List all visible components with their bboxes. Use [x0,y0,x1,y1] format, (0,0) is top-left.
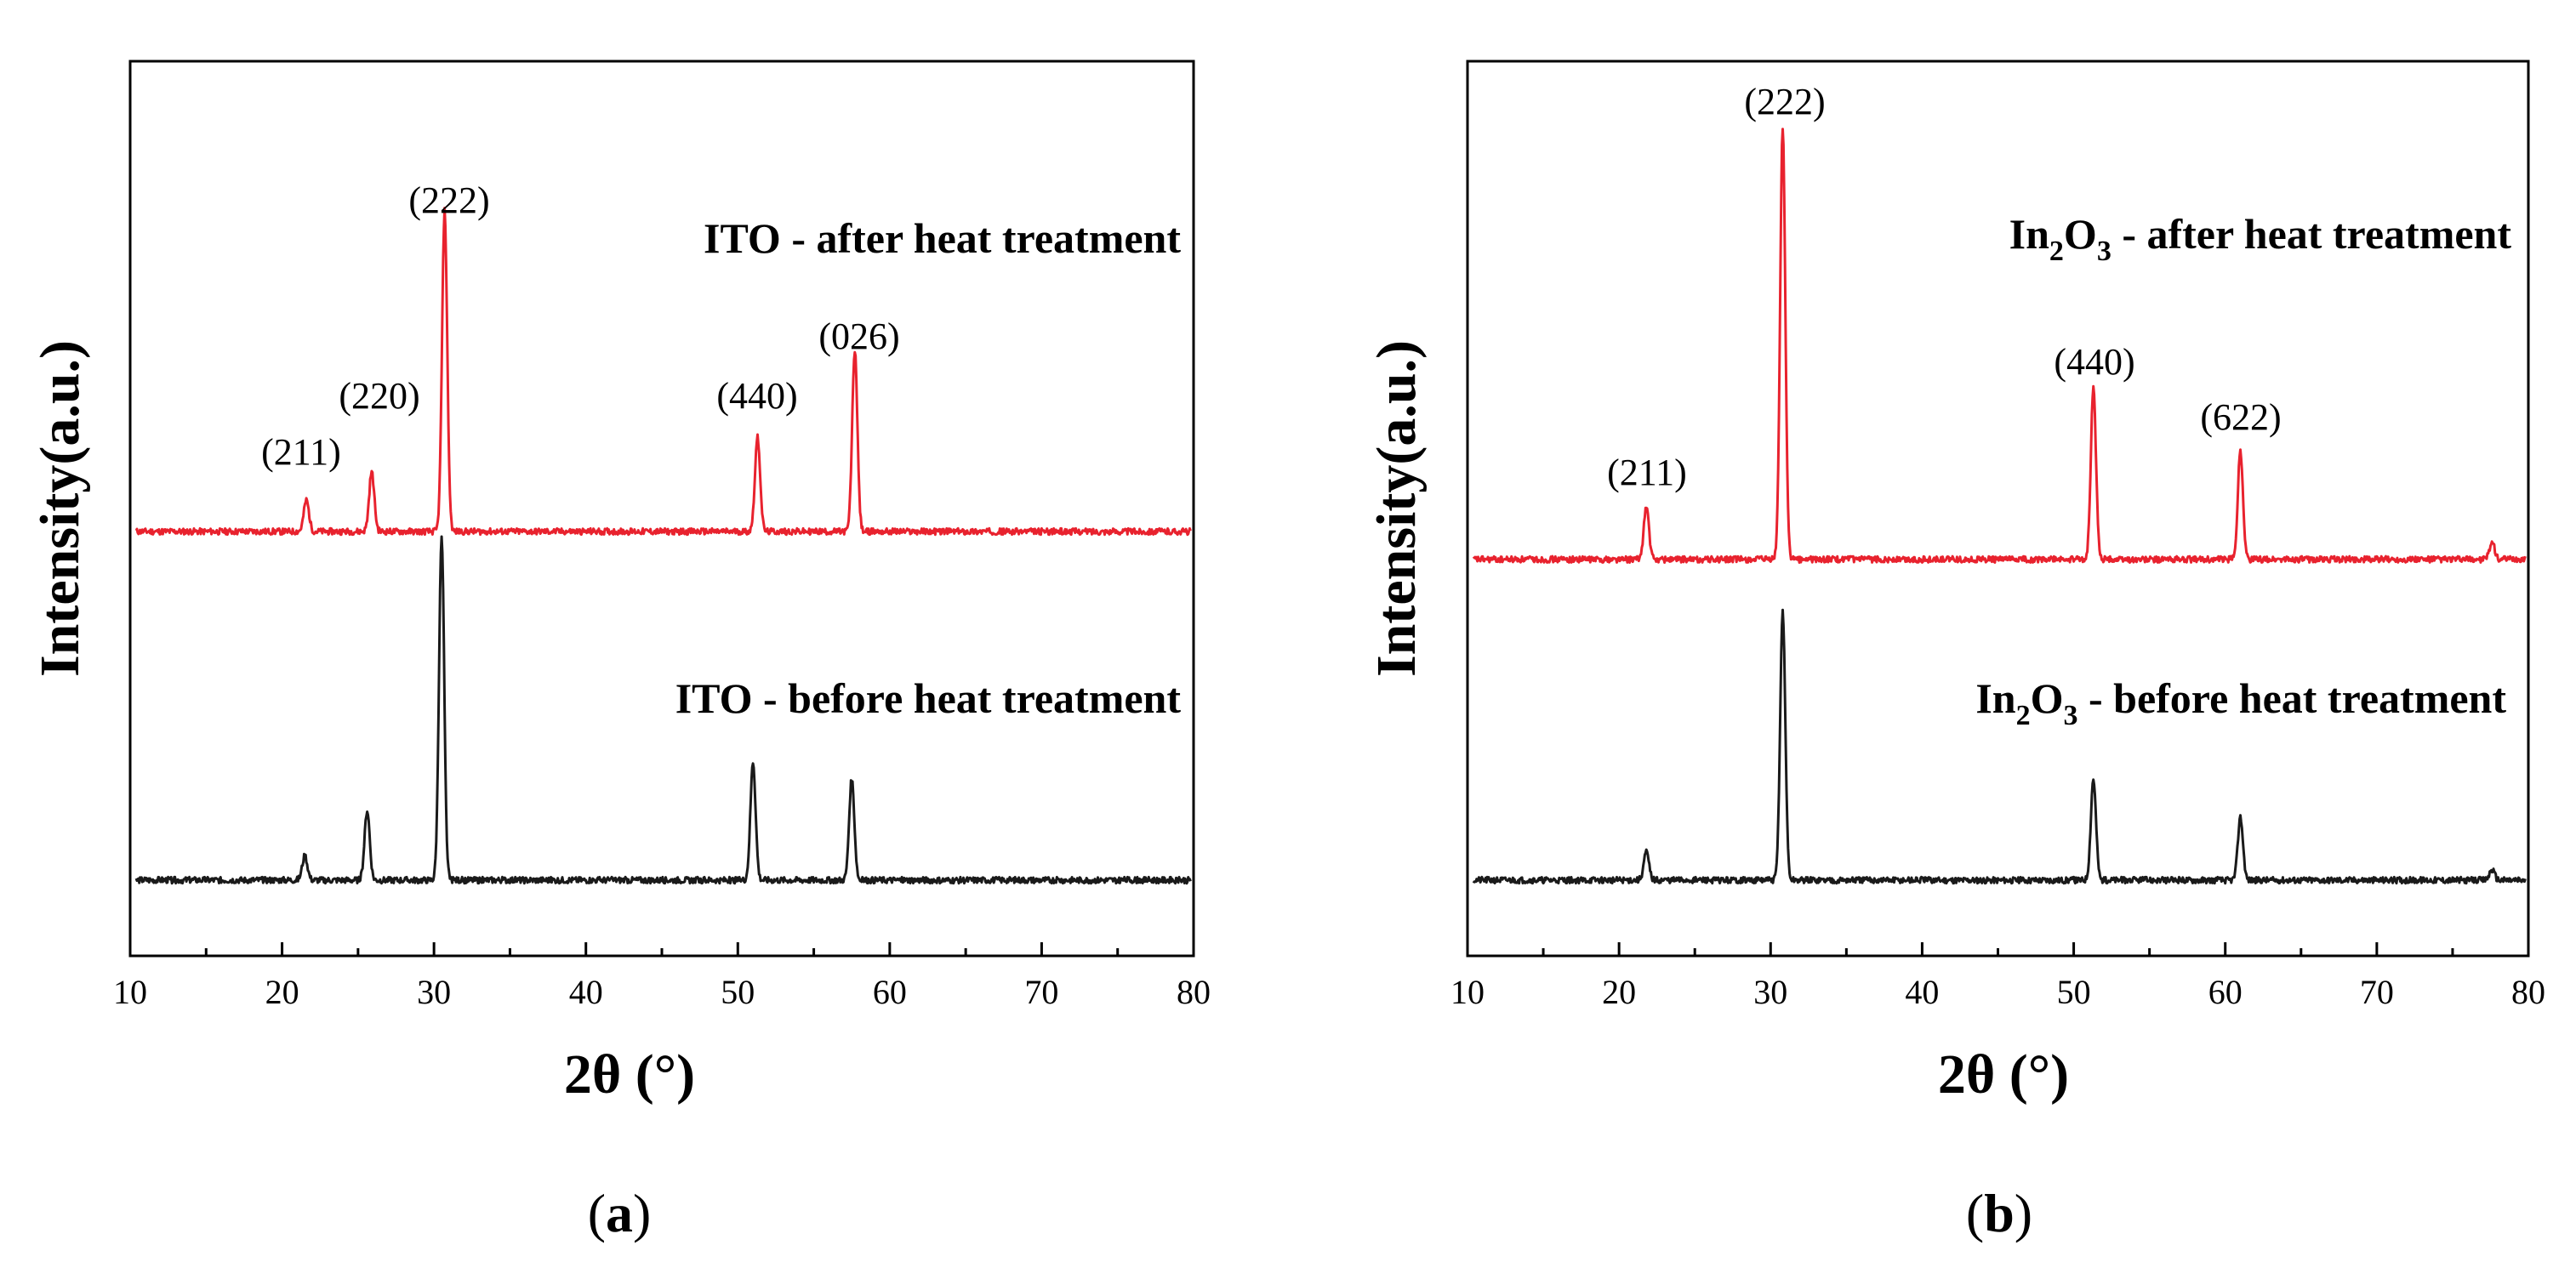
x-tick-label-a-20: 20 [265,973,299,1011]
x-tick-label-a-40: 40 [569,973,603,1011]
peak-label-a-440: (440) [716,375,797,417]
y-axis-title-b: Intensity(a.u.) [1365,340,1428,677]
series-line-a-before [134,535,1192,885]
panel-a: 10 20 30 40 50 60 70 80 (211) (220) (222) (440)… [29,60,1211,1243]
x-tick-label-a-70: 70 [1024,973,1058,1011]
y-axis-title-a: Intensity(a.u.) [29,340,91,677]
series-line-b-after [1472,128,2527,564]
series-label-b-after: In2O3 - after heat treatment [2009,210,2512,267]
x-tick-label-b-40: 40 [1905,973,1939,1011]
series-line-a-after [134,207,1192,537]
x-axis-title-b: 2θ (°) [1938,1043,2069,1106]
x-axis-title-a: 2θ (°) [564,1043,695,1106]
curves-b [1472,128,2527,885]
plot-frame-a [128,60,1195,958]
x-tick-label-a-50: 50 [721,973,755,1011]
x-tick-label-a-60: 60 [873,973,907,1011]
x-tick-label-b-80: 80 [2511,973,2545,1011]
curves-a [134,207,1192,885]
peak-label-a-211: (211) [261,431,341,473]
panel-label-a: (a) [588,1183,652,1243]
peak-label-a-220: (220) [339,375,419,417]
x-tick-label-b-50: 50 [2057,973,2091,1011]
series-line-b-before [1472,608,2527,885]
x-tick-label-a-10: 10 [113,973,147,1011]
series-label-a-after: ITO - after heat treatment [704,214,1181,262]
series-label-b-before: In2O3 - before heat treatment [1975,674,2506,731]
panel-label-b: (b) [1966,1183,2032,1243]
peak-label-a-222: (222) [408,179,489,221]
x-axis-ticks-b: 10 20 30 40 50 60 70 80 [1450,942,2545,1011]
x-tick-label-b-30: 30 [1753,973,1787,1011]
x-axis-ticks-a: 10 20 30 40 50 60 70 80 [113,942,1211,1011]
series-label-a-before: ITO - before heat treatment [675,674,1182,722]
x-tick-label-b-60: 60 [2208,973,2243,1011]
panel-b: 10 20 30 40 50 60 70 80 (211) (222) (440) (622)… [1365,60,2545,1243]
peak-label-a-026: (026) [818,316,899,357]
x-tick-label-b-10: 10 [1450,973,1485,1011]
peak-label-b-440: (440) [2054,341,2134,383]
x-tick-label-a-30: 30 [417,973,451,1011]
x-tick-label-a-80: 80 [1177,973,1211,1011]
peak-label-b-222: (222) [1744,81,1825,122]
peak-label-b-622: (622) [2200,396,2281,438]
peak-label-b-211: (211) [1607,452,1687,493]
plot-frame-b [1466,60,2530,958]
x-tick-label-b-20: 20 [1602,973,1636,1011]
x-tick-label-b-70: 70 [2360,973,2394,1011]
